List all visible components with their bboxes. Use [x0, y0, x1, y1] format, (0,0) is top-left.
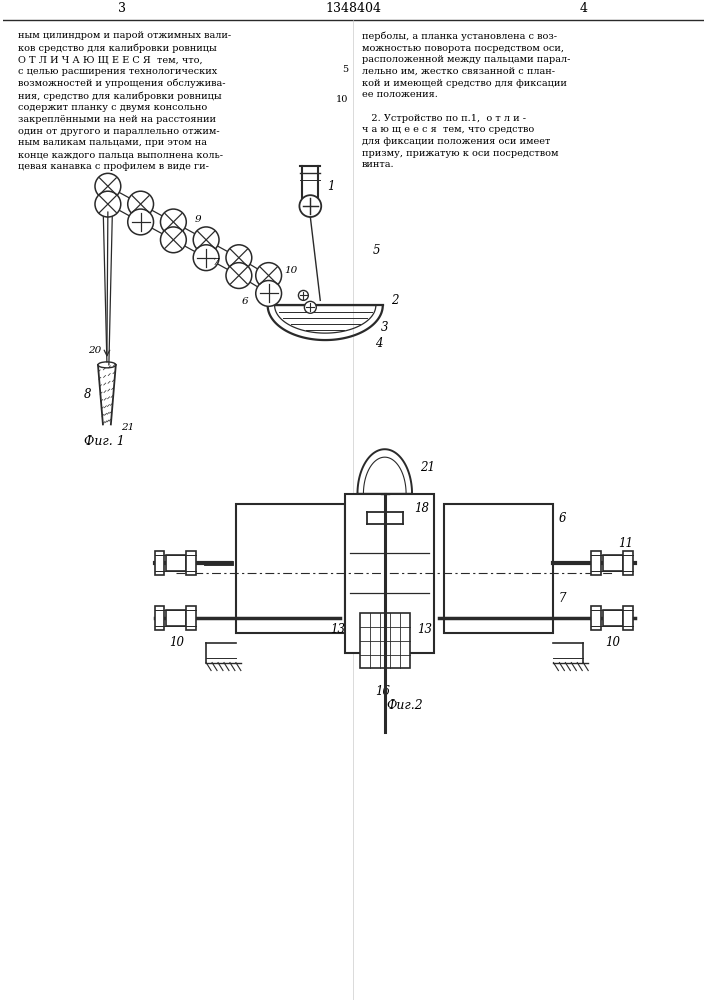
Bar [603, 610, 623, 626]
Circle shape [95, 191, 121, 217]
Circle shape [226, 245, 252, 271]
Bar [166, 610, 186, 626]
Bar [345, 494, 434, 653]
Circle shape [300, 195, 321, 217]
Bar [623, 606, 633, 630]
Circle shape [128, 209, 153, 235]
Text: 3: 3 [381, 321, 388, 334]
Text: 5: 5 [342, 65, 348, 74]
Text: 6: 6 [559, 512, 566, 525]
Circle shape [193, 245, 219, 271]
Bar [186, 606, 197, 630]
Text: 2: 2 [391, 294, 398, 307]
Circle shape [193, 227, 219, 253]
Text: 10: 10 [284, 266, 298, 275]
Text: 10: 10 [336, 95, 348, 104]
Text: 16: 16 [375, 685, 390, 698]
Text: 13: 13 [418, 623, 433, 636]
Circle shape [305, 301, 316, 313]
Bar [155, 606, 165, 630]
Circle shape [226, 263, 252, 288]
Text: 5: 5 [373, 244, 380, 257]
Ellipse shape [98, 362, 116, 368]
Circle shape [298, 290, 308, 300]
Text: 10: 10 [169, 636, 184, 649]
Text: 1348404: 1348404 [325, 2, 381, 15]
Circle shape [256, 263, 281, 288]
Text: 1: 1 [327, 180, 334, 193]
Text: 21: 21 [420, 461, 435, 474]
Text: 11: 11 [618, 537, 633, 550]
Text: 6: 6 [243, 297, 249, 306]
Text: 13: 13 [330, 623, 345, 636]
Text: Фиг. 1: Фиг. 1 [84, 435, 125, 448]
Text: 9: 9 [194, 215, 201, 224]
Bar [591, 551, 601, 575]
Circle shape [256, 281, 281, 306]
Text: 21: 21 [121, 423, 134, 432]
Circle shape [95, 173, 121, 199]
Bar [444, 504, 554, 633]
Polygon shape [358, 449, 412, 494]
Bar [236, 504, 345, 633]
Text: 3: 3 [118, 2, 126, 15]
Bar [155, 551, 165, 575]
Text: 7: 7 [559, 592, 566, 605]
Bar [603, 555, 623, 571]
Text: 7: 7 [212, 258, 219, 267]
Circle shape [128, 191, 153, 217]
Text: 18: 18 [414, 502, 430, 515]
Circle shape [160, 209, 186, 235]
Text: перболы, а планка установлена с воз-
можностью поворота посредством оси,
располо: перболы, а планка установлена с воз- мож… [362, 31, 571, 169]
Bar [591, 606, 601, 630]
Bar [623, 551, 633, 575]
Text: 10: 10 [605, 636, 621, 649]
Circle shape [160, 227, 186, 253]
Text: 20: 20 [88, 346, 102, 355]
Text: 8: 8 [83, 388, 91, 401]
Bar [360, 613, 409, 668]
Text: ным цилиндром и парой отжимных вали-
ков средство для калибровки ровницы
О Т Л И: ным цилиндром и парой отжимных вали- ков… [18, 31, 230, 171]
Bar [166, 555, 186, 571]
Bar [186, 551, 197, 575]
Text: 4: 4 [579, 2, 588, 15]
Text: 4: 4 [375, 337, 382, 350]
Text: Фиг.2: Фиг.2 [386, 699, 423, 712]
